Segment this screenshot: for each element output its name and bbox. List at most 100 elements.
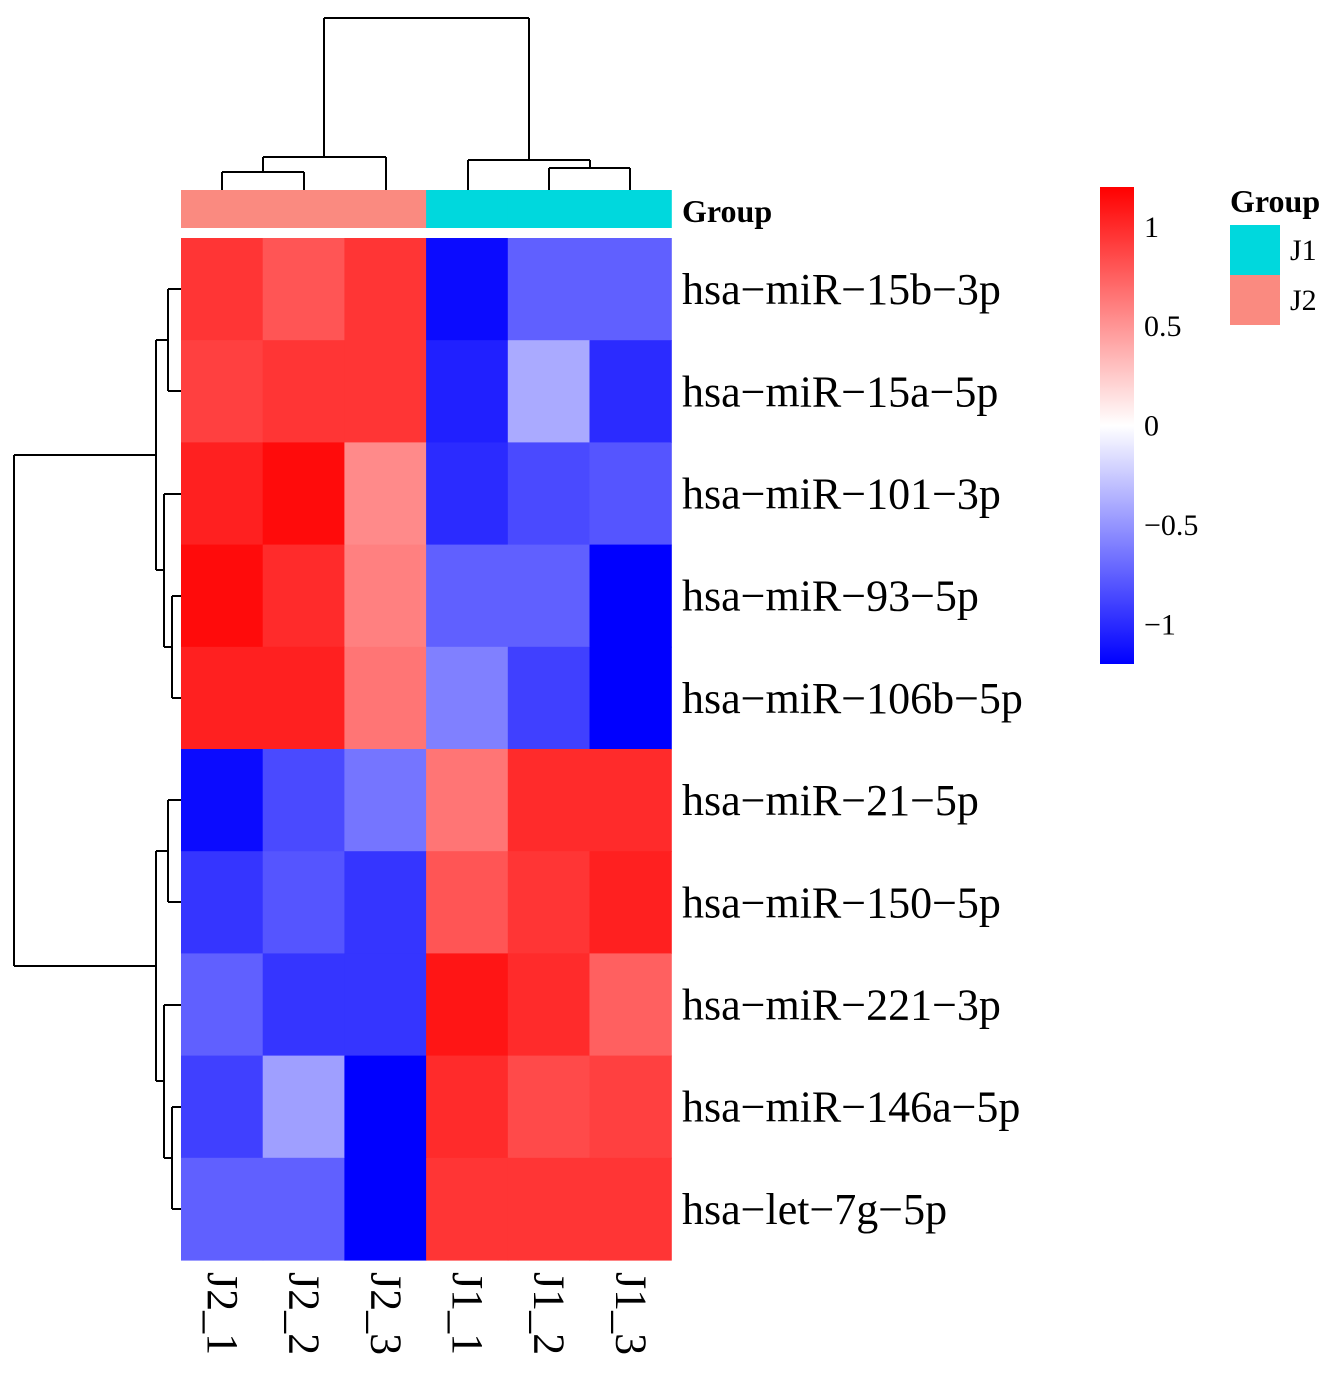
heatmap-cell — [181, 442, 264, 546]
heatmap-cell — [181, 340, 264, 443]
group-annotation-bar — [181, 190, 672, 228]
color-scale-tick-label: −0.5 — [1144, 509, 1198, 542]
heatmap-cell — [262, 238, 345, 341]
heatmap-cell — [344, 749, 427, 852]
heatmap-cell — [426, 1157, 509, 1261]
annotation-cell — [426, 190, 509, 228]
heatmap-cell — [262, 1157, 345, 1261]
heatmap-cell — [589, 340, 672, 443]
heatmap-cell — [426, 646, 509, 750]
heatmap-cell — [507, 851, 591, 954]
color-scale-ticks: 1 0.5 0 −0.5 −1 — [1144, 211, 1198, 642]
row-labels: hsa−miR−15b−3p hsa−miR−15a−5p hsa−miR−101−… — [682, 265, 1023, 1234]
heatmap-cell — [507, 749, 591, 852]
heatmap-cell — [589, 238, 672, 341]
color-scale-tick-label: 0 — [1144, 410, 1159, 443]
color-scale-bar — [1100, 187, 1134, 664]
row-label: hsa−miR−93−5p — [682, 572, 979, 621]
row-label: hsa−let−7g−5p — [682, 1185, 947, 1234]
row-label: hsa−miR−221−3p — [682, 981, 1001, 1030]
row-label: hsa−miR−150−5p — [682, 878, 1001, 927]
heatmap-cell — [262, 544, 345, 648]
heatmap-cell — [181, 1157, 264, 1261]
annotation-cell — [589, 190, 672, 228]
color-scale-tick-label: 1 — [1144, 211, 1159, 244]
heatmap-cell — [589, 953, 672, 1057]
column-label: J2_2 — [280, 1272, 329, 1355]
heatmap-cell — [262, 442, 345, 546]
heatmap-cell — [344, 544, 427, 648]
row-label: hsa−miR−21−5p — [682, 776, 979, 825]
heatmap-cell — [344, 1055, 427, 1159]
row-label: hsa−miR−15b−3p — [682, 265, 1001, 314]
group-legend: J1 J2 — [1230, 225, 1317, 325]
heatmap-cell — [181, 646, 264, 750]
annotation-cell — [344, 190, 427, 228]
row-label: hsa−miR−15a−5p — [682, 367, 998, 416]
heatmap-cell — [426, 340, 509, 443]
column-label: J2_1 — [198, 1272, 247, 1355]
column-labels: J2_1 J2_2 J2_3 J1_1 J1_2 J1_3 — [198, 1272, 655, 1355]
heatmap-cell — [426, 544, 509, 648]
heatmap-cell — [589, 1157, 672, 1261]
heatmap-cell — [181, 749, 264, 852]
column-dendrogram — [221, 17, 631, 190]
heatmap-cell — [507, 544, 591, 648]
column-label: J1_1 — [443, 1272, 492, 1355]
annotation-cell — [181, 190, 264, 228]
heatmap-cell — [181, 851, 264, 954]
row-label: hsa−miR−146a−5p — [682, 1083, 1020, 1132]
group-legend-label: J1 — [1290, 234, 1317, 267]
color-scale-tick-label: 0.5 — [1144, 310, 1182, 343]
column-label: J1_3 — [606, 1272, 655, 1355]
heatmap-cell — [344, 851, 427, 954]
group-legend-swatch — [1230, 225, 1280, 275]
heatmap-cell — [262, 851, 345, 954]
heatmap-cell — [262, 749, 345, 852]
heatmap-cell — [262, 1055, 345, 1159]
heatmap-cell — [262, 953, 345, 1057]
heatmap-cells — [181, 238, 672, 1261]
row-dendrogram — [13, 288, 181, 1210]
heatmap-cell — [589, 1055, 672, 1159]
color-scale-tick-label: −1 — [1144, 608, 1176, 641]
heatmap-cell — [507, 1157, 591, 1261]
heatmap-cell — [181, 238, 264, 341]
heatmap-cell — [507, 442, 591, 546]
heatmap-cell — [181, 953, 264, 1057]
heatmap-cell — [589, 851, 672, 954]
heatmap-cell — [426, 1055, 509, 1159]
heatmap-cell — [344, 953, 427, 1057]
heatmap-cell — [426, 953, 509, 1057]
heatmap-cell — [426, 238, 509, 341]
heatmap-cell — [507, 646, 591, 750]
heatmap-cell — [344, 646, 427, 750]
heatmap-cell — [589, 749, 672, 852]
group-legend-title: Group — [1230, 183, 1320, 219]
heatmap-cell — [181, 1055, 264, 1159]
row-label: hsa−miR−106b−5p — [682, 674, 1023, 723]
group-legend-swatch — [1230, 275, 1280, 325]
heatmap-cell — [262, 340, 345, 443]
column-label: J2_3 — [361, 1272, 410, 1355]
heatmap-cell — [262, 646, 345, 750]
heatmap-cell — [344, 340, 427, 443]
annotation-cell — [507, 190, 591, 228]
heatmap-cell — [507, 953, 591, 1057]
column-label: J1_2 — [525, 1272, 574, 1355]
heatmap-cell — [344, 238, 427, 341]
annotation-title: Group — [682, 193, 772, 229]
heatmap-cell — [507, 238, 591, 341]
heatmap-cell — [507, 340, 591, 443]
heatmap-cell — [426, 442, 509, 546]
heatmap-cell — [426, 749, 509, 852]
heatmap-cell — [181, 544, 264, 648]
heatmap-cell — [344, 442, 427, 546]
heatmap-cell — [507, 1055, 591, 1159]
heatmap-cell — [589, 442, 672, 546]
heatmap-cell — [589, 646, 672, 750]
group-legend-label: J2 — [1290, 284, 1317, 317]
annotation-cell — [262, 190, 345, 228]
heatmap-cell — [589, 544, 672, 648]
